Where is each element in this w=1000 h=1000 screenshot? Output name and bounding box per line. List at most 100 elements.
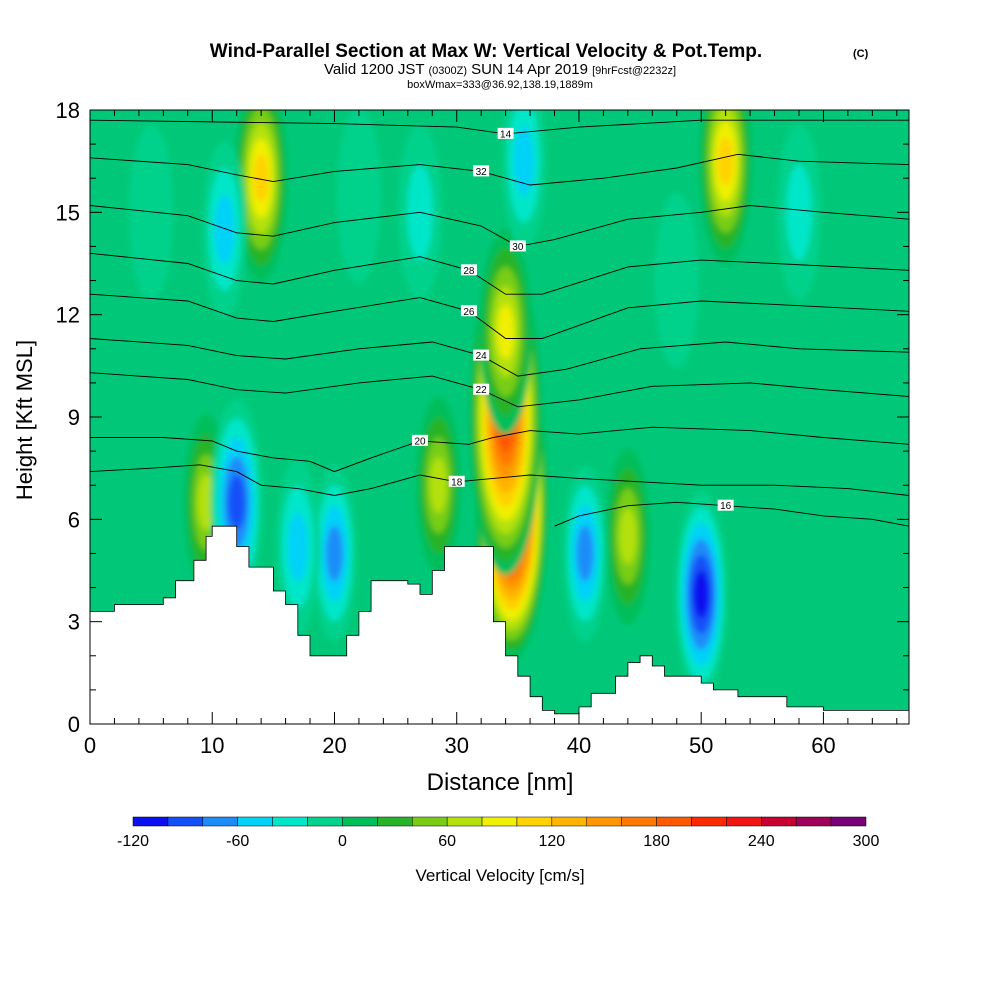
isentrope-label-text: 30 (512, 242, 524, 253)
colorbar-tick-label: -120 (117, 833, 149, 850)
valid-date: SUN 14 Apr 2019 (471, 61, 588, 78)
isentrope-label-30-2: 30 (509, 240, 526, 253)
valid-time-line: Valid 1200 JST (0300Z) SUN 14 Apr 2019 [… (324, 61, 676, 78)
colorbar-swatch (272, 816, 308, 827)
isentrope-label-28-3: 28 (460, 264, 477, 277)
isentrope-label-text: 14 (500, 129, 512, 140)
colorbar-swatch (551, 816, 588, 827)
colorbar-swatch (795, 816, 832, 827)
colorbar-swatch (307, 816, 343, 827)
chart-title: Wind-Parallel Section at Max W: Vertical… (210, 41, 762, 62)
x-tick-label: 10 (200, 733, 224, 758)
forecast-info: [9hrFcst@2232z] (592, 65, 676, 77)
velocity-band-13-2 (214, 194, 235, 265)
valid-time: Valid 1200 JST (324, 61, 424, 78)
velocity-band-9-3 (576, 525, 594, 582)
isentrope-label-box (473, 383, 490, 395)
velocity-band-12-4 (228, 475, 246, 530)
velocity-band-5-3 (619, 508, 637, 565)
colorbar-swatch (830, 816, 867, 827)
isentrope-label-box (460, 305, 477, 317)
isentrope-label-text: 32 (476, 167, 488, 178)
vertical-velocity-field (129, 110, 821, 698)
isentrope-label-20-7: 20 (412, 434, 429, 447)
x-tick-label: 20 (322, 733, 346, 758)
colorbar-swatch (656, 816, 692, 827)
velocity-band-16-1 (785, 164, 812, 261)
y-tick-label: 18 (56, 98, 80, 123)
valid-utc: (0300Z) (428, 65, 467, 77)
colorbar-swatch (481, 816, 518, 827)
colorbar-tick-label: 120 (539, 833, 566, 850)
colorbar-tick-label: 240 (748, 833, 775, 850)
isentrope-label-text: 22 (476, 385, 488, 396)
isentrope-label-box (412, 434, 429, 446)
velocity-band-8-5 (693, 570, 709, 619)
isentrope-label-22-6: 22 (473, 383, 490, 396)
velocity-band-18-0 (336, 110, 381, 284)
isentrope-label-14-0: 14 (497, 127, 514, 140)
y-tick-label: 9 (68, 405, 80, 430)
y-tick-label: 6 (68, 507, 80, 532)
velocity-band-3-5 (253, 154, 269, 203)
y-tick-label: 0 (68, 712, 80, 737)
colorbar-swatch (377, 816, 413, 827)
x-tick-label: 40 (567, 733, 591, 758)
colorbar-swatch (202, 816, 238, 827)
colorbar-swatch (132, 816, 169, 827)
isentrope-label-text: 20 (414, 436, 426, 447)
velocity-band-2-4 (497, 304, 515, 359)
colorbar-swatch (691, 816, 727, 827)
box-wmax-label: boxWmax=333@36.92,138.19,1889m (407, 79, 593, 91)
isentrope-label-box (473, 165, 490, 177)
colorbar-tick-label: -60 (226, 833, 249, 850)
terrain-profile (90, 525, 909, 724)
velocity-band-7-3 (197, 474, 215, 531)
velocity-band-14-2 (513, 126, 534, 196)
velocity-band-10-3 (325, 525, 343, 582)
colorbar-swatch (621, 816, 657, 827)
terrain-layer (90, 525, 909, 724)
isentrope-label-32-1: 32 (473, 165, 490, 178)
x-tick-label: 0 (84, 733, 96, 758)
y-tick-label: 15 (56, 200, 80, 225)
colorbar-swatch (586, 816, 622, 827)
isentrope-label-box (460, 264, 477, 276)
velocity-band-17-0 (129, 124, 174, 301)
isentrope-label-24-5: 24 (473, 349, 490, 362)
isentrope-label-text: 18 (451, 477, 463, 488)
isentrope-label-box (717, 499, 734, 511)
isentrope-label-box (473, 349, 490, 361)
y-axis: 0 3 6 9 12 15 18 (56, 98, 909, 737)
y-tick-label: 12 (56, 303, 80, 328)
velocity-band-11-2 (287, 511, 308, 582)
isentrope-label-18-8: 18 (448, 475, 465, 488)
colorbar-swatch (761, 816, 797, 827)
isentrope-label-text: 26 (463, 307, 475, 318)
colorbar: -120 -60 0 60 120 180 240 300 (117, 816, 880, 850)
colorbar-swatch (237, 816, 273, 827)
isentrope-label-box (509, 240, 526, 252)
isentrope-label-16-9: 16 (717, 499, 734, 512)
x-axis: 0 10 20 30 40 50 60 (84, 110, 898, 758)
colorbar-tick-label: 60 (438, 833, 456, 850)
x-axis-label: Distance [nm] (427, 769, 574, 796)
colorbar-tick-label: 300 (853, 833, 880, 850)
y-tick-label: 3 (68, 610, 80, 635)
isentrope-18-8 (90, 464, 909, 496)
colorbar-swatch (446, 816, 483, 827)
colorbar-swatch (726, 816, 762, 827)
isentrope-label-text: 24 (476, 351, 488, 362)
y-axis-label: Height [Kft MSL] (12, 340, 37, 500)
colorbar-swatch (516, 816, 553, 827)
plot-area: 14 32 30 28 26 24 22 20 18 16 (90, 110, 909, 724)
isentrope-label-box (497, 127, 514, 139)
velocity-band-4-5 (717, 137, 734, 186)
colorbar-swatch (342, 816, 378, 827)
x-tick-label: 60 (811, 733, 835, 758)
isentrope-labels: 14 32 30 28 26 24 22 20 18 16 (412, 127, 734, 512)
isentrope-30-2 (90, 205, 909, 247)
colorbar-label: Vertical Velocity [cm/s] (415, 866, 584, 885)
x-tick-label: 50 (689, 733, 713, 758)
isentrope-label-box (448, 475, 465, 487)
